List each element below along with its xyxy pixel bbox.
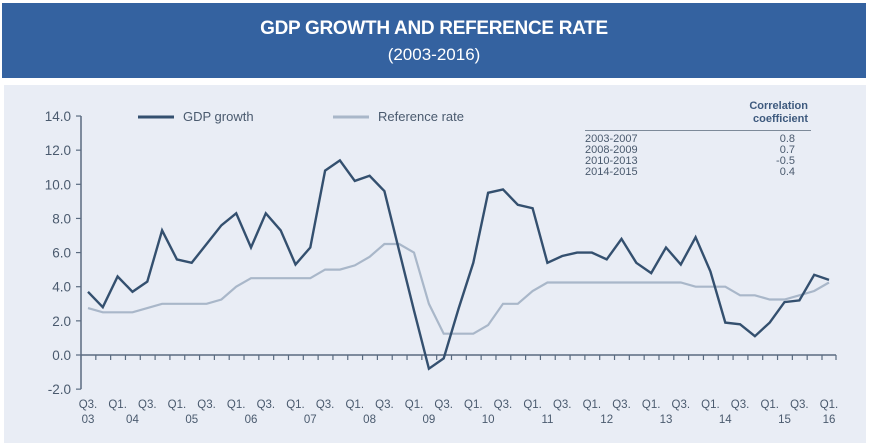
x-tick-label-year: 05: [185, 414, 198, 426]
correlation-value: 0.7: [779, 144, 795, 156]
x-tick-label-year: 12: [600, 414, 613, 426]
chart-subtitle: (2003-2016): [387, 45, 481, 64]
x-tick-label-quarter: Q3.: [375, 399, 394, 411]
y-tick-label: 4.0: [52, 280, 71, 295]
chart-title: GDP GROWTH AND REFERENCE RATE: [260, 18, 608, 39]
x-tick-label-quarter: Q3.: [138, 399, 157, 411]
x-tick-label-quarter: Q1.: [642, 399, 661, 411]
x-tick-label-quarter: Q1.: [701, 399, 720, 411]
x-tick-label-year: 09: [422, 414, 435, 426]
x-tick-label-quarter: Q3.: [257, 399, 276, 411]
x-tick-label-quarter: Q1.: [345, 399, 364, 411]
chart-panel: [4, 85, 866, 443]
x-tick-label-quarter: Q1.: [286, 399, 305, 411]
y-tick-label: 0.0: [52, 348, 71, 363]
x-tick-label-year: 14: [719, 414, 732, 426]
x-tick-label-year: 03: [82, 414, 95, 426]
y-tick-label: 8.0: [52, 211, 71, 226]
y-tick-label: 2.0: [52, 314, 71, 329]
x-tick-label-quarter: Q3.: [672, 399, 691, 411]
x-tick-label-year: 11: [541, 414, 553, 426]
x-tick-label-year: 04: [126, 414, 139, 426]
x-tick-label-quarter: Q1.: [523, 399, 542, 411]
x-tick-label-quarter: Q1.: [464, 399, 483, 411]
x-tick-label-quarter: Q1.: [760, 399, 779, 411]
x-tick-label-quarter: Q3.: [553, 399, 572, 411]
correlation-value: -0.5: [776, 155, 795, 167]
correlation-period: 2008-2009: [585, 144, 638, 156]
x-tick-label-year: 16: [823, 414, 836, 426]
reference-rate-line: [87, 242, 830, 335]
legend-gdp-label: GDP growth: [183, 109, 254, 124]
x-tick-label-quarter: Q1.: [583, 399, 602, 411]
correlation-header-line1: Correlation: [749, 100, 808, 112]
y-tick-label: 14.0: [45, 109, 71, 124]
x-tick-label-quarter: Q1.: [405, 399, 424, 411]
y-tick-label: 10.0: [45, 177, 71, 192]
correlation-divider: [585, 130, 811, 131]
chart-header: GDP GROWTH AND REFERENCE RATE (2003-2016…: [2, 3, 866, 78]
x-tick-label-year: 06: [245, 414, 258, 426]
x-tick-label-year: 08: [363, 414, 376, 426]
correlation-period: 2010-2013: [585, 155, 638, 167]
x-tick-label-quarter: Q1.: [108, 399, 127, 411]
correlation-period: 2003-2007: [585, 133, 638, 145]
legend: GDP growth Reference rate: [138, 109, 464, 124]
x-tick-label-quarter: Q1.: [820, 399, 839, 411]
x-tick-label-year: 07: [304, 414, 317, 426]
y-axis: -2.0 0.0 2.0 4.0 6.0 8.0 10.0 12.0 14.0: [45, 109, 82, 397]
x-tick-label-year: 13: [660, 414, 673, 426]
x-tick-label-quarter: Q3.: [494, 399, 513, 411]
x-tick-label-quarter: Q3.: [731, 399, 750, 411]
x-tick-label-quarter: Q1.: [168, 399, 187, 411]
correlation-row: 2008-2009 0.7: [585, 145, 811, 156]
x-axis: Q3. 03 Q1. 04 Q3. Q1. 05 Q3. Q1. 06 Q3. Q1. 07 Q3. Q1.…: [79, 354, 839, 426]
y-tick-label: -2.0: [48, 382, 71, 397]
x-tick-label-quarter: Q3.: [612, 399, 631, 411]
legend-reference-label: Reference rate: [378, 109, 464, 124]
correlation-period: 2014-2015: [585, 166, 638, 178]
x-tick-label-quarter: Q3.: [790, 399, 809, 411]
correlation-row: 2003-2007 0.8: [585, 134, 811, 145]
x-tick-label-quarter: Q3.: [79, 399, 98, 411]
x-tick-label-year: 15: [778, 414, 791, 426]
series-group: [87, 158, 830, 371]
correlation-table: Correlation coefficient 2003-2007 0.8 20…: [585, 100, 811, 178]
y-tick-label: 12.0: [45, 143, 71, 158]
x-tick-label-year: 10: [482, 414, 495, 426]
correlation-row: 2014-2015 0.4: [585, 167, 811, 178]
correlation-header: Correlation coefficient: [585, 100, 811, 126]
correlation-value: 0.8: [779, 133, 795, 145]
y-tick-label: 6.0: [52, 246, 71, 261]
x-tick-label-quarter: Q3.: [316, 399, 335, 411]
x-tick-label-quarter: Q1.: [227, 399, 246, 411]
gdp-growth-line: [87, 158, 830, 371]
x-tick-label-quarter: Q3.: [197, 399, 216, 411]
correlation-row: 2010-2013 -0.5: [585, 156, 811, 167]
correlation-value: 0.4: [779, 166, 795, 178]
x-tick-label-quarter: Q3.: [434, 399, 453, 411]
correlation-header-line2: coefficient: [752, 113, 808, 125]
